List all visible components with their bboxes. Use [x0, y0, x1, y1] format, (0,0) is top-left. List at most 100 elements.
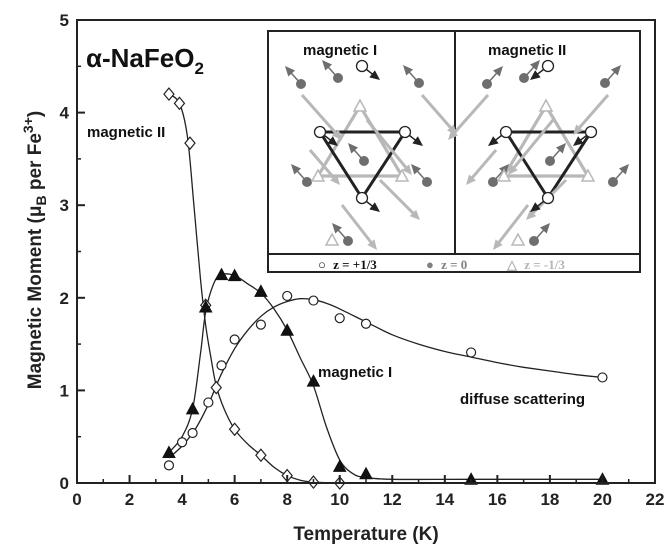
- marker-diffuse-scattering: [597, 372, 608, 383]
- spin-arrowhead: [330, 174, 340, 185]
- x-tick-label: 0: [72, 490, 81, 509]
- marker-magnetic-i: [214, 267, 229, 281]
- spin-arrowhead: [573, 136, 584, 146]
- spin-arrowhead: [618, 164, 629, 175]
- marker-magnetic-ii: [173, 96, 186, 111]
- spin-arrowhead: [530, 70, 541, 80]
- compound-label-main: α-NaFeO: [86, 43, 194, 73]
- spin-arrow: [450, 94, 490, 137]
- site-z-plus: [584, 125, 598, 139]
- spin-arrowhead: [322, 60, 333, 71]
- site-z-plus: [541, 191, 555, 205]
- spin-arrowhead: [530, 202, 541, 212]
- spin-arrowhead: [539, 223, 550, 234]
- inset-title-magnetic-ii: magnetic II: [488, 42, 566, 59]
- x-tick-label: 14: [435, 490, 454, 509]
- spin-arrowhead: [488, 136, 499, 146]
- y-axis-title-mid: per Fe: [25, 133, 46, 195]
- x-tick-label: 6: [230, 490, 239, 509]
- x-axis-title: Temperature (K): [293, 524, 438, 545]
- marker-diffuse-scattering: [255, 319, 267, 330]
- marker-magnetic-i: [254, 284, 268, 297]
- inset-legend: ○ z = +1/3 ● z = 0 △ z = -1/3: [318, 257, 565, 272]
- marker-magnetic-ii: [228, 422, 241, 437]
- y-axis-title-end: ): [25, 111, 46, 117]
- legend-z-minus-symbol: △: [506, 257, 518, 272]
- legend-z-plus-label: z = +1/3: [333, 257, 377, 272]
- spin-arrowhead: [466, 174, 476, 185]
- triangle-z-minus: [501, 102, 591, 178]
- marker-magnetic-i: [198, 300, 213, 313]
- x-tick-label: 20: [593, 490, 612, 509]
- spin-arrowhead: [555, 143, 566, 154]
- marker-magnetic-i: [185, 401, 200, 415]
- site-z-minus: [510, 232, 526, 246]
- marker-magnetic-i: [332, 459, 347, 472]
- spin-arrowhead: [409, 209, 420, 220]
- x-tick-label: 22: [646, 490, 665, 509]
- spin-arrowhead: [448, 129, 459, 140]
- spin-arrowhead: [529, 60, 540, 71]
- site-z-plus: [355, 191, 369, 205]
- annotation-magnetic-ii: magnetic II: [87, 124, 165, 141]
- legend-z-plus: ○ z = +1/3: [318, 257, 377, 272]
- inset-title-magnetic-i: magnetic I: [303, 42, 377, 59]
- legend-z-minus: △ z = -1/3: [506, 257, 565, 272]
- marker-diffuse-scattering: [203, 397, 214, 408]
- spin-arrowhead: [526, 209, 537, 220]
- spin-arrow: [378, 178, 417, 217]
- site-z-plus: [398, 125, 412, 139]
- x-tick-label: 16: [488, 490, 507, 509]
- marker-magnetic-i: [227, 268, 242, 282]
- marker-diffuse-scattering: [216, 360, 227, 371]
- y-tick-label: 2: [60, 289, 69, 308]
- marker-diffuse-scattering: [308, 295, 319, 306]
- site-z-minus: [324, 232, 340, 246]
- triangle-z-plus: [503, 130, 594, 201]
- marker-diffuse-scattering: [360, 318, 372, 329]
- legend-z-zero-label: z = 0: [441, 257, 467, 272]
- marker-magnetic-i: [306, 374, 321, 387]
- spin-arrowhead: [610, 65, 621, 76]
- spin-arrowhead: [411, 164, 422, 175]
- spin-arrow: [365, 119, 410, 172]
- spin-arrow: [420, 94, 455, 132]
- x-axis-ticks: 0 2 4 6 8 10 12 14 16 18 20 22: [72, 475, 664, 509]
- site-z-plus: [313, 125, 327, 139]
- spin-arrow: [575, 94, 610, 132]
- site-z-minus: [352, 98, 368, 112]
- spin-arrowhead: [369, 202, 380, 212]
- marker-diffuse-scattering: [282, 290, 293, 302]
- annotation-diffuse-scattering: diffuse scattering: [460, 391, 585, 408]
- legend-z-plus-symbol: ○: [318, 257, 326, 272]
- site-z-plus: [499, 125, 513, 139]
- inset-panel-magnetic-i: [285, 59, 457, 250]
- marker-diffuse-scattering: [187, 427, 198, 439]
- spin-arrowhead: [367, 239, 377, 250]
- y-axis-title-main: Magnetic Moment (μ: [25, 206, 46, 390]
- y-tick-label: 3: [60, 196, 69, 215]
- compound-label: α-NaFeO2: [86, 43, 204, 78]
- annotation-magnetic-i: magnetic I: [318, 364, 392, 381]
- y-tick-label: 5: [60, 11, 69, 30]
- spin-arrowhead: [573, 124, 583, 135]
- site-z-minus: [310, 168, 326, 182]
- y-axis-title: Magnetic Moment (μB per Fe3+): [20, 111, 49, 389]
- y-tick-label: 1: [60, 381, 69, 400]
- marker-magnetic-ii: [163, 87, 175, 102]
- site-z-minus: [580, 168, 596, 182]
- y-tick-label: 0: [60, 474, 69, 493]
- legend-z-zero-symbol: ●: [426, 257, 434, 272]
- spin-arrowhead: [403, 65, 414, 76]
- spin-arrowhead: [508, 164, 518, 175]
- legend-z-zero: ● z = 0: [426, 257, 467, 272]
- x-tick-label: 4: [177, 490, 187, 509]
- site-z-plus: [541, 59, 555, 73]
- marker-magnetic-i: [359, 466, 373, 480]
- triangle-z-minus: [315, 102, 405, 178]
- spin-arrowhead: [412, 136, 423, 146]
- x-tick-label: 18: [540, 490, 559, 509]
- spin-arrowhead: [285, 66, 296, 77]
- marker-magnetic-ii: [210, 380, 223, 395]
